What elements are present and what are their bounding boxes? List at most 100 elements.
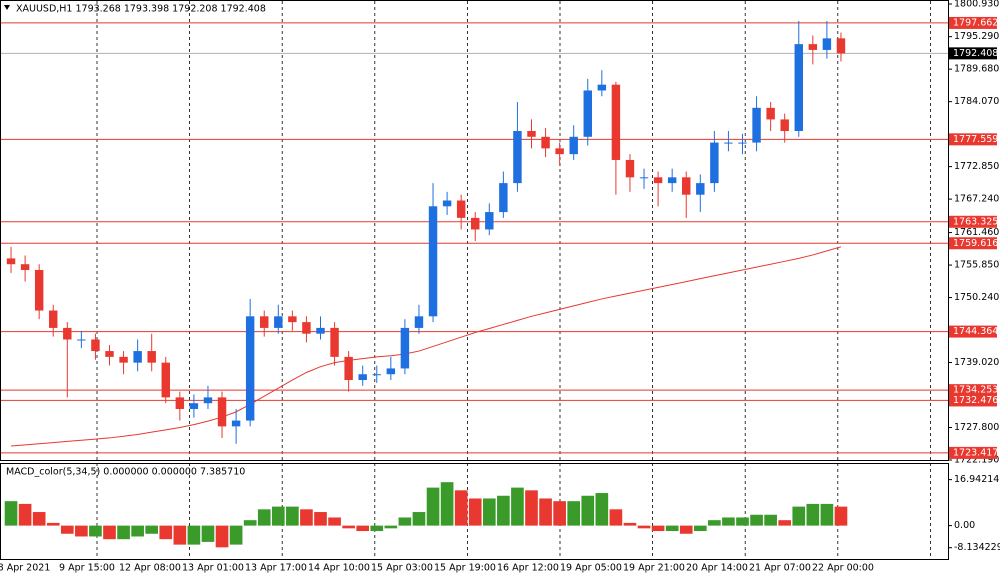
macd-title: MACD_color(5,34,5) 0.000000 0.000000 7.3… xyxy=(6,467,245,478)
candle-body xyxy=(456,200,466,218)
y-tick-label: 1767.240 xyxy=(954,194,999,205)
candle-body xyxy=(147,351,156,363)
candle-body xyxy=(344,356,353,381)
candle-body xyxy=(611,84,621,160)
macd-bar xyxy=(567,501,581,526)
candle-body xyxy=(77,339,86,341)
y-tick-label: 1784.070 xyxy=(954,96,999,107)
candle-body xyxy=(625,159,635,178)
macd-bar xyxy=(89,525,102,537)
chart-title: XAUUSD,H1 1793.268 1793.398 1792.208 179… xyxy=(16,4,266,15)
macd-bar xyxy=(553,501,566,526)
candle-body xyxy=(569,136,578,155)
x-tick-label: 19 Apr 21:00 xyxy=(623,563,685,574)
macd-bar xyxy=(834,506,848,526)
macd-bar xyxy=(454,490,468,526)
candle-body xyxy=(20,264,30,270)
level-label: 1734.253 xyxy=(953,385,998,396)
level-label: 1732.476 xyxy=(953,395,998,406)
macd-bar xyxy=(412,512,426,526)
level-label-box xyxy=(949,446,997,459)
level-label: 1797.662 xyxy=(953,17,998,28)
x-tick-label: 16 Apr 12:00 xyxy=(497,563,559,574)
macd-y-tick-label: -8.134229 xyxy=(954,542,1000,553)
macd-bar xyxy=(722,517,735,526)
candle-body xyxy=(653,177,663,184)
x-tick-label: 15 Apr 03:00 xyxy=(371,563,433,574)
candle-body xyxy=(302,322,311,334)
macd-bar xyxy=(32,512,46,526)
candle-body xyxy=(203,397,213,404)
macd-bar xyxy=(243,520,257,526)
macd-bar xyxy=(651,525,665,532)
candle-body xyxy=(330,327,339,357)
macd-bar xyxy=(286,506,299,526)
y-tick-label: 1772.850 xyxy=(954,161,999,172)
candle-body xyxy=(442,200,452,207)
macd-bar xyxy=(525,490,538,526)
macd-bar xyxy=(497,495,510,526)
macd-bar xyxy=(468,498,482,526)
candle-body xyxy=(724,142,733,144)
candle-body xyxy=(6,258,16,265)
macd-bar xyxy=(623,522,637,526)
candle-body xyxy=(316,327,325,334)
macd-bar xyxy=(18,503,32,526)
macd-bar xyxy=(736,517,749,526)
candle-body xyxy=(63,327,72,340)
candle-body xyxy=(386,368,396,375)
candle-body xyxy=(667,177,677,184)
level-label-box xyxy=(949,133,997,146)
y-tick-label: 1750.240 xyxy=(954,292,999,303)
level-label: 1759.616 xyxy=(953,238,998,249)
macd-bar xyxy=(778,520,792,526)
y-tick-label: 1722.190 xyxy=(954,455,999,466)
level-label-box xyxy=(949,325,997,338)
candle-body xyxy=(358,374,367,381)
macd-bar xyxy=(4,501,18,526)
x-tick-label: 9 Apr 15:00 xyxy=(59,563,115,574)
macd-bar xyxy=(229,525,243,545)
macd-bar xyxy=(581,495,595,526)
menu-arrow xyxy=(4,5,10,10)
y-tick-label: 1739.020 xyxy=(954,357,999,368)
y-tick-label: 1727.800 xyxy=(954,422,999,433)
level-label: 1763.325 xyxy=(953,216,998,227)
macd-bar xyxy=(60,525,74,534)
level-label-box xyxy=(949,384,997,397)
macd-bar xyxy=(679,525,693,534)
level-label: 1777.559 xyxy=(953,134,998,145)
candle-body xyxy=(245,316,255,421)
macd-bar xyxy=(806,503,820,526)
candle-body xyxy=(808,44,818,50)
x-tick-label: 13 Apr 17:00 xyxy=(245,563,307,574)
candle-body xyxy=(217,397,227,427)
macd-bar xyxy=(398,517,412,526)
candle-body xyxy=(400,327,410,369)
candle-body xyxy=(372,374,381,376)
candle-body xyxy=(175,397,185,409)
macd-bar xyxy=(792,506,806,526)
macd-bar xyxy=(595,493,609,526)
candle-body xyxy=(105,351,114,357)
macd-y-tick-label: 0.00 xyxy=(954,520,975,531)
macd-bar xyxy=(257,509,271,526)
macd-bar xyxy=(187,525,201,545)
macd-bar xyxy=(117,525,130,540)
candle-body xyxy=(231,420,241,427)
macd-bar xyxy=(384,525,398,529)
candle-body xyxy=(499,183,508,213)
macd-bar xyxy=(173,525,187,545)
macd-bar xyxy=(482,498,496,526)
candle-body xyxy=(414,316,424,328)
macd-bar xyxy=(314,512,327,526)
candle-body xyxy=(471,217,480,230)
macd-bar xyxy=(103,525,116,540)
candle-body xyxy=(710,142,719,184)
macd-bar xyxy=(370,525,384,532)
macd-bar xyxy=(820,503,834,526)
x-tick-label: 21 Apr 07:00 xyxy=(749,563,811,574)
macd-bar xyxy=(356,525,370,532)
candle-body xyxy=(527,131,536,137)
